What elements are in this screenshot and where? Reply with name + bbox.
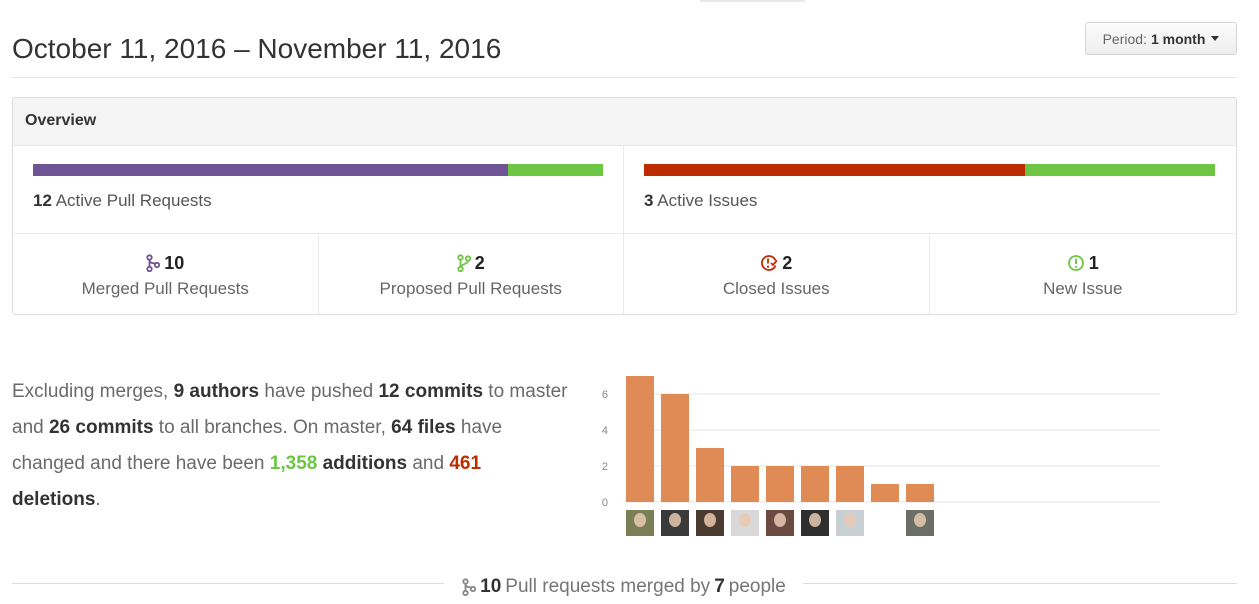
active-issues-summary[interactable]: 3 Active Issues [624, 146, 1236, 234]
new-segment [1024, 164, 1215, 176]
overview-summary: 12 Active Pull Requests 3 Active Issues [13, 146, 1236, 234]
commits-by-author-chart: 0 2 4 6 [602, 376, 1160, 536]
top-divider [700, 0, 805, 2]
pull-requests-merged-summary: 10 Pull requests merged by 7 people [448, 575, 800, 599]
deletions-label: deletions [12, 489, 96, 510]
period-label: Period: [1102, 30, 1147, 47]
summary-text: to master and [12, 381, 568, 438]
bar-author-6[interactable] [801, 466, 829, 502]
active-issues-count: 3 [644, 191, 654, 210]
git-merge-icon [462, 578, 477, 596]
additions-count: 1,358 [269, 453, 318, 474]
footer-text: Pull requests merged by [505, 576, 711, 597]
overview-panel: Overview 12 Active Pull Requests 3 Activ… [12, 97, 1237, 315]
summary-text: to all branches. On master, [153, 417, 392, 438]
active-issues-label: Active Issues [657, 191, 758, 210]
commit-summary: Excluding merges, 9 authors have pushed … [12, 374, 572, 518]
additions-label: additions [322, 453, 408, 474]
avatar-9-face [914, 513, 926, 527]
summary-text: have changed and there have been [12, 417, 503, 474]
avatar-4-face [739, 513, 751, 527]
page-header: October 11, 2016 – November 11, 2016 Per… [12, 0, 1237, 78]
period-select-button[interactable]: Period: 1 month [1085, 22, 1237, 55]
bar-author-9[interactable] [906, 484, 934, 502]
overview-stats: 10 Merged Pull Requests 2 Proposed Pull … [13, 234, 1236, 314]
pull-requests-bar [33, 164, 603, 176]
avatar-7-face [844, 513, 856, 527]
git-merge-icon [146, 254, 161, 272]
proposed-count: 2 [474, 253, 485, 273]
files-count: 64 files [391, 417, 456, 438]
issues-bar [644, 164, 1215, 176]
avatar-5-face [774, 513, 786, 527]
y-tick-label: 2 [602, 461, 608, 473]
avatar-2-face [669, 513, 681, 527]
summary-text: Excluding merges, [12, 381, 174, 402]
active-pull-requests-text: 12 Active Pull Requests [33, 190, 212, 212]
avatar-1-face [634, 513, 646, 527]
active-pull-requests-summary[interactable]: 12 Active Pull Requests [13, 146, 624, 234]
footer-text-people: people [728, 576, 786, 597]
stat-proposed-pull-requests[interactable]: 2 Proposed Pull Requests [319, 234, 624, 314]
proposed-label: Proposed Pull Requests [379, 279, 562, 298]
y-tick-label: 0 [602, 497, 608, 509]
y-tick-label: 4 [602, 425, 608, 437]
stat-new-issue[interactable]: 1 New Issue [930, 234, 1237, 314]
issue-closed-icon [761, 255, 778, 271]
merged-count: 10 [164, 253, 185, 273]
git-pull-request-icon [457, 254, 471, 272]
people-count: 7 [714, 576, 725, 597]
summary-text: and [407, 453, 450, 474]
merged-segment [33, 164, 508, 176]
bar-author-7[interactable] [836, 466, 864, 502]
active-pull-requests-count: 12 [33, 191, 52, 210]
proposed-segment [507, 164, 603, 176]
bar-author-8[interactable] [871, 484, 899, 502]
authors-count[interactable]: 9 authors [173, 381, 260, 402]
avatar-3-face [704, 513, 716, 527]
bar-author-4[interactable] [731, 466, 759, 502]
avatar-6-face [809, 513, 821, 527]
all-commits-count: 26 commits [48, 417, 154, 438]
bar-author-5[interactable] [766, 466, 794, 502]
footer-divider-right [803, 583, 1237, 584]
closed-segment [644, 164, 1025, 176]
bar-author-3[interactable] [696, 448, 724, 502]
summary-text: . [95, 489, 101, 510]
deletions-count: 461 [449, 453, 482, 474]
active-issues-text: 3 Active Issues [644, 190, 757, 212]
caret-down-icon [1211, 36, 1220, 41]
summary-text: have pushed [259, 381, 379, 402]
bar-author-1[interactable] [626, 376, 654, 502]
bar-author-2[interactable] [661, 394, 689, 502]
closed-label: Closed Issues [722, 279, 830, 298]
new-issue-label: New Issue [1043, 279, 1123, 298]
period-value: 1 month [1150, 30, 1206, 47]
stat-merged-pull-requests[interactable]: 10 Merged Pull Requests [13, 234, 319, 314]
closed-count: 2 [782, 253, 793, 273]
issue-opened-icon [1067, 255, 1084, 271]
page-title: October 11, 2016 – November 11, 2016 [12, 33, 502, 64]
stat-closed-issues[interactable]: 2 Closed Issues [624, 234, 930, 314]
active-pull-requests-label: Active Pull Requests [55, 191, 212, 210]
merged-label: Merged Pull Requests [81, 279, 249, 298]
master-commits-count: 12 commits [378, 381, 484, 402]
merged-pr-count: 10 [480, 576, 502, 597]
y-tick-label: 6 [602, 389, 608, 401]
overview-title: Overview [13, 98, 1236, 146]
new-issue-count: 1 [1088, 253, 1099, 273]
footer-divider-left [12, 583, 444, 584]
